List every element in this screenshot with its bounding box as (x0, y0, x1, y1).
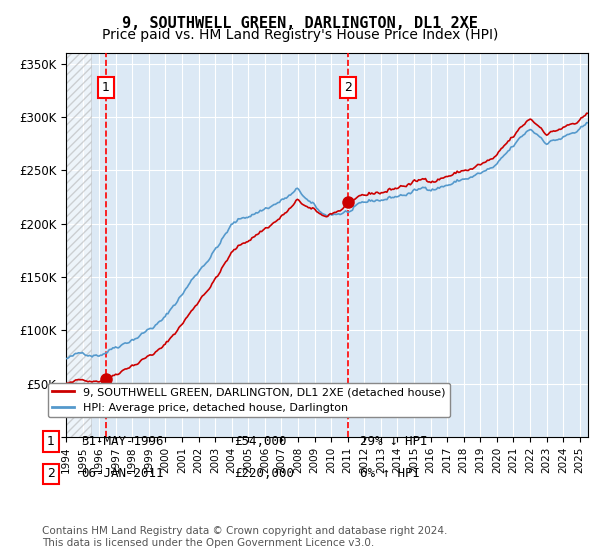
Text: £54,000: £54,000 (234, 435, 287, 448)
Text: 29% ↓ HPI: 29% ↓ HPI (360, 435, 427, 448)
Text: 31-MAY-1996: 31-MAY-1996 (81, 435, 163, 448)
Text: 1: 1 (47, 435, 55, 448)
Text: 9, SOUTHWELL GREEN, DARLINGTON, DL1 2XE: 9, SOUTHWELL GREEN, DARLINGTON, DL1 2XE (122, 16, 478, 31)
Text: 1: 1 (102, 81, 110, 94)
Text: Price paid vs. HM Land Registry's House Price Index (HPI): Price paid vs. HM Land Registry's House … (102, 28, 498, 42)
Text: 06-JAN-2011: 06-JAN-2011 (81, 467, 163, 480)
Text: Contains HM Land Registry data © Crown copyright and database right 2024.
This d: Contains HM Land Registry data © Crown c… (42, 526, 448, 548)
Text: 2: 2 (344, 81, 352, 94)
Text: 6% ↑ HPI: 6% ↑ HPI (360, 467, 420, 480)
Text: £220,000: £220,000 (234, 467, 294, 480)
Text: 2: 2 (47, 467, 55, 480)
Legend: 9, SOUTHWELL GREEN, DARLINGTON, DL1 2XE (detached house), HPI: Average price, de: 9, SOUTHWELL GREEN, DARLINGTON, DL1 2XE … (47, 383, 450, 417)
